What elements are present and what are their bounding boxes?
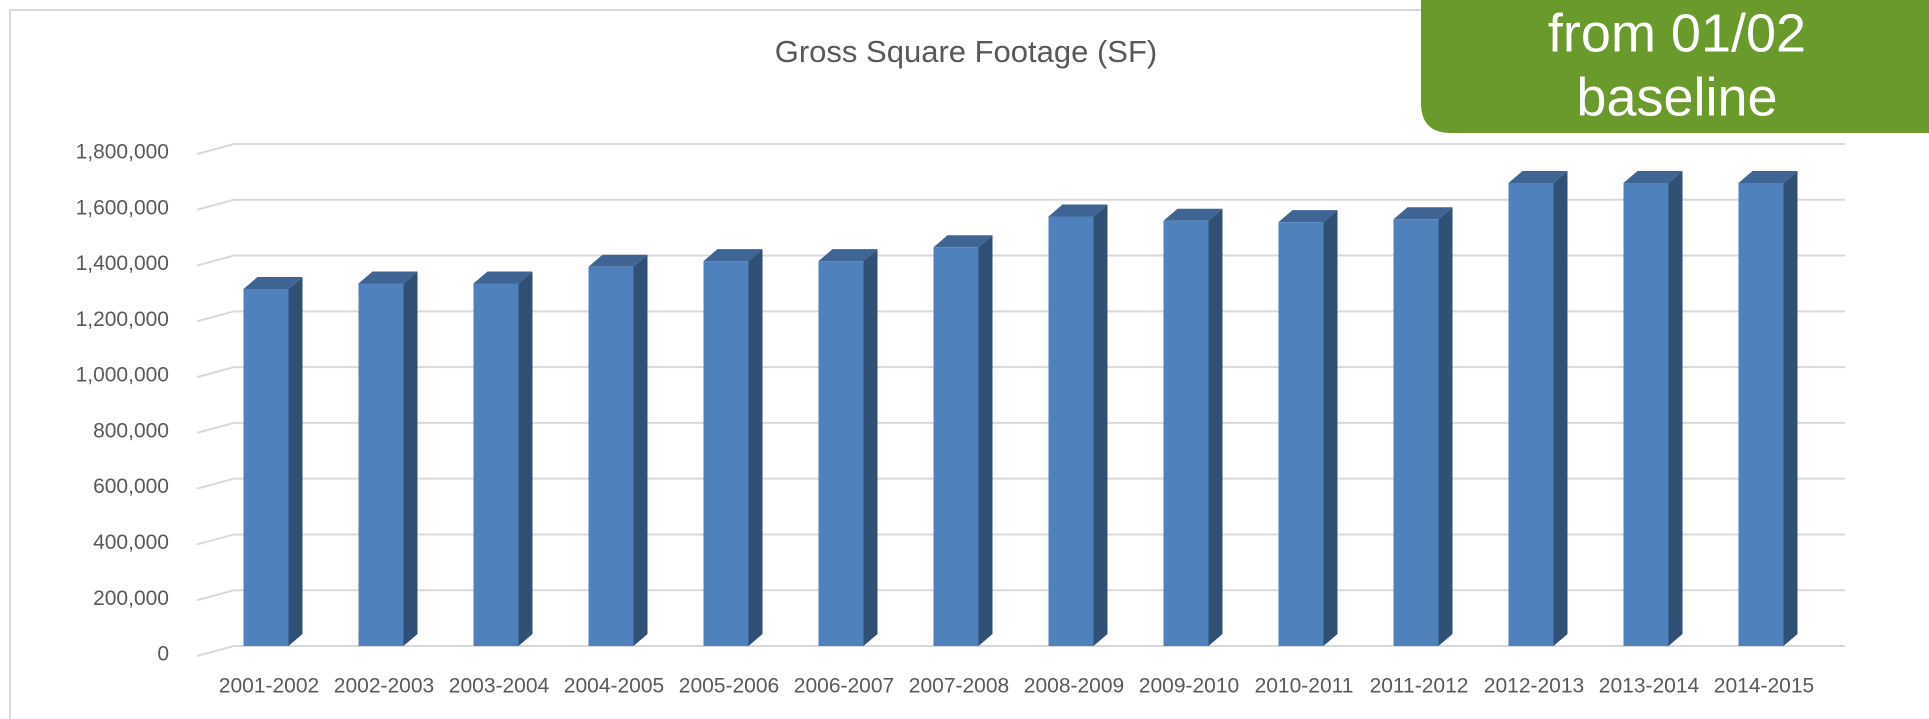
bar: [358, 271, 418, 646]
bar-top: [473, 271, 533, 284]
grid-line: [196, 645, 1845, 657]
grid-line: [196, 254, 1845, 267]
bar: [933, 235, 993, 646]
bar: [1393, 207, 1453, 647]
bar-top: [1508, 171, 1568, 184]
x-tick-label: 2007-2008: [909, 675, 1009, 698]
grid-line: [196, 366, 1845, 379]
bar-top: [588, 254, 648, 267]
bar-front: [473, 283, 519, 646]
y-tick-label: 800,000: [93, 419, 169, 442]
bar-side: [403, 271, 418, 646]
bar-top: [818, 249, 878, 262]
y-tick-label: 1,400,000: [76, 252, 169, 275]
bar-front: [933, 247, 979, 646]
bar-front: [1623, 183, 1669, 647]
y-tick-label: 600,000: [93, 475, 169, 498]
x-tick-label: 2009-2010: [1139, 675, 1239, 698]
x-tick-label: 2002-2003: [334, 675, 434, 698]
bar-front: [1278, 222, 1324, 647]
bar: [703, 249, 763, 646]
bar-front: [1048, 216, 1094, 646]
bar-side: [1208, 208, 1223, 646]
bar-side: [978, 235, 993, 646]
bar-front: [588, 266, 634, 646]
bar: [1163, 208, 1223, 646]
callout-text: from 01/02: [1548, 3, 1806, 63]
grid-line: [196, 310, 1845, 323]
bar-side: [1093, 204, 1108, 646]
y-tick-label: 1,800,000: [76, 141, 169, 164]
bar-front: [1508, 183, 1554, 647]
bar-front: [243, 289, 289, 646]
bar-top: [933, 235, 993, 248]
bar-front: [1163, 220, 1209, 646]
bar-side: [1783, 171, 1798, 647]
bar: [1738, 171, 1798, 647]
x-tick-label: 2004-2005: [564, 675, 664, 698]
y-tick-label: 200,000: [93, 587, 169, 610]
bar-top: [1738, 171, 1798, 184]
y-tick-label: 400,000: [93, 531, 169, 554]
bar: [243, 277, 303, 646]
bar-side: [518, 271, 533, 646]
bar-top: [703, 249, 763, 262]
grid-line: [196, 143, 1845, 155]
bar-side: [1438, 207, 1453, 647]
x-tick-label: 2010-2011: [1255, 675, 1354, 698]
y-tick-label: 1,000,000: [76, 364, 169, 387]
bar: [1278, 210, 1338, 647]
x-tick-label: 2012-2013: [1484, 675, 1584, 698]
bar-side: [288, 277, 303, 646]
bar-side: [633, 254, 648, 646]
bar-top: [1623, 171, 1683, 184]
grid-line: [196, 589, 1845, 602]
callout-text: baseline: [1576, 67, 1777, 127]
grid-line: [196, 421, 1845, 434]
bar: [818, 249, 878, 646]
bar-front: [1738, 183, 1784, 647]
bar-side: [1323, 210, 1338, 647]
x-tick-label: 2003-2004: [449, 675, 550, 698]
grid-line: [196, 198, 1845, 211]
bar-side: [1553, 171, 1568, 647]
bar: [1048, 204, 1108, 646]
bar-front: [703, 261, 749, 646]
x-tick-label: 2006-2007: [794, 675, 894, 698]
bar-top: [243, 277, 303, 290]
chart-frame: [9, 9, 1929, 719]
x-tick-label: 2005-2006: [679, 675, 779, 698]
bar-side: [863, 249, 878, 646]
bar: [1508, 171, 1568, 647]
bar-top: [1393, 207, 1453, 220]
chart-title: Gross Square Footage (SF): [775, 34, 1158, 69]
bar-top: [1163, 208, 1223, 221]
bar-top: [1278, 210, 1338, 223]
y-tick-label: 1,600,000: [76, 196, 169, 219]
bar-side: [1668, 171, 1683, 647]
x-tick-label: 2011-2012: [1370, 675, 1469, 698]
bar: [473, 271, 533, 646]
y-tick-label: 1,200,000: [76, 308, 169, 331]
bar-front: [1393, 219, 1439, 647]
callout-box: [1421, 0, 1929, 133]
x-tick-label: 2008-2009: [1024, 675, 1124, 698]
bar-side: [748, 249, 763, 646]
bar-front: [818, 261, 864, 646]
bar: [1623, 171, 1683, 647]
y-tick-label: 0: [157, 643, 169, 666]
bar: [588, 254, 648, 646]
grid-line: [196, 477, 1845, 490]
grid-line: [196, 533, 1845, 546]
bar-top: [1048, 204, 1108, 217]
x-tick-label: 2014-2015: [1714, 675, 1814, 698]
bar-front: [358, 283, 404, 646]
x-tick-label: 2013-2014: [1599, 675, 1700, 698]
x-tick-label: 2001-2002: [219, 675, 319, 698]
bar-top: [358, 271, 418, 284]
